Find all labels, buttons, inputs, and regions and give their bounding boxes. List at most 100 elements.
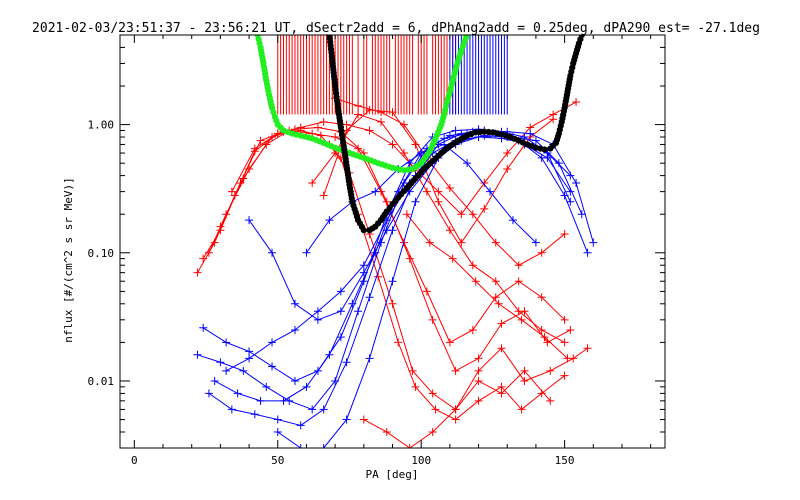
blue-plus-point bbox=[319, 444, 328, 448]
blue-plus-point bbox=[325, 216, 334, 225]
blue-plus-point bbox=[273, 415, 282, 424]
red-plus-point bbox=[451, 366, 460, 375]
red-plus-point bbox=[434, 187, 443, 196]
red-plus-point bbox=[399, 149, 408, 158]
red-plus-point bbox=[319, 117, 328, 126]
blue-plus-point bbox=[308, 405, 317, 414]
blue-plus-point bbox=[313, 307, 322, 316]
blue-plus-point bbox=[233, 389, 242, 398]
blue-plus-point bbox=[348, 299, 357, 308]
blue-plus-point bbox=[302, 382, 311, 391]
blue-plus-point bbox=[531, 238, 540, 247]
blue-plus-point bbox=[268, 362, 277, 371]
black-fit-dot bbox=[541, 146, 548, 153]
red-plus-point bbox=[451, 415, 460, 424]
red-plus-point bbox=[520, 366, 529, 375]
x-tick-label: 50 bbox=[271, 454, 284, 467]
red-plus-point bbox=[377, 108, 386, 117]
blue-plus-point bbox=[359, 268, 368, 277]
blue-plus-point bbox=[296, 421, 305, 430]
blue-plus-point bbox=[245, 347, 254, 356]
blue-plus-point bbox=[583, 248, 592, 257]
red-plus-point bbox=[411, 382, 420, 391]
red-plus-point bbox=[457, 238, 466, 247]
red-plus-point bbox=[546, 366, 555, 375]
red-plus-point bbox=[331, 133, 340, 142]
red-plus-point bbox=[250, 144, 259, 153]
red-plus-point bbox=[457, 210, 466, 219]
red-plus-point bbox=[497, 319, 506, 328]
red-plus-point bbox=[451, 405, 460, 414]
blue-plus-point bbox=[342, 415, 351, 424]
red-plus-point bbox=[560, 371, 569, 380]
red-plus-point bbox=[480, 179, 489, 188]
red-plus-point bbox=[480, 204, 489, 213]
red-series-line bbox=[197, 129, 565, 421]
blue-series-line bbox=[208, 129, 594, 426]
red-plus-point bbox=[514, 277, 523, 286]
red-plus-point bbox=[583, 344, 592, 353]
blue-plus-point bbox=[566, 197, 575, 206]
blue-plus-point bbox=[290, 376, 299, 385]
red-plus-point bbox=[474, 354, 483, 363]
blue-plus-point bbox=[210, 376, 219, 385]
red-plus-point bbox=[377, 117, 386, 126]
red-plus-point bbox=[497, 389, 506, 398]
red-plus-point bbox=[474, 396, 483, 405]
red-plus-point bbox=[374, 272, 383, 281]
blue-plus-point bbox=[371, 187, 380, 196]
blue-plus-point bbox=[451, 126, 460, 135]
blue-plus-point bbox=[572, 179, 581, 188]
blue-plus-point bbox=[382, 226, 391, 235]
x-tick-label: 100 bbox=[411, 454, 431, 467]
red-series-line bbox=[219, 129, 565, 344]
y-tick-label: 1.00 bbox=[88, 119, 115, 132]
black-fit-dot bbox=[360, 227, 367, 234]
red-plus-point bbox=[308, 179, 317, 188]
red-plus-point bbox=[394, 338, 403, 347]
red-series-line bbox=[406, 213, 568, 359]
red-plus-point bbox=[572, 98, 581, 107]
red-plus-point bbox=[204, 248, 213, 257]
red-plus-point bbox=[434, 197, 443, 206]
red-plus-point bbox=[491, 277, 500, 286]
blue-plus-point bbox=[417, 149, 426, 158]
x-tick-label: 150 bbox=[555, 454, 575, 467]
red-plus-point bbox=[503, 165, 512, 174]
red-plus-point bbox=[193, 268, 202, 277]
red-plus-point bbox=[537, 293, 546, 302]
red-plus-point bbox=[408, 366, 417, 375]
red-plus-point bbox=[382, 427, 391, 436]
red-plus-point bbox=[537, 325, 546, 334]
red-plus-point bbox=[239, 174, 248, 183]
red-plus-point bbox=[422, 187, 431, 196]
red-plus-point bbox=[319, 191, 328, 200]
red-plus-point bbox=[497, 344, 506, 353]
blue-plus-point bbox=[336, 287, 345, 296]
blue-plus-point bbox=[554, 159, 563, 168]
blue-plus-point bbox=[216, 358, 225, 367]
blue-plus-point bbox=[411, 197, 420, 206]
blue-plus-point bbox=[388, 277, 397, 286]
blue-plus-point bbox=[273, 427, 282, 436]
red-plus-point bbox=[471, 277, 480, 286]
red-plus-point bbox=[365, 126, 374, 135]
blue-plus-point bbox=[313, 315, 322, 324]
red-plus-point bbox=[428, 389, 437, 398]
red-plus-point bbox=[549, 115, 558, 124]
red-plus-point bbox=[540, 333, 549, 342]
blue-series-line bbox=[214, 133, 583, 402]
red-plus-point bbox=[520, 376, 529, 385]
red-plus-point bbox=[491, 293, 500, 302]
blue-plus-point bbox=[577, 210, 586, 219]
blue-plus-point bbox=[222, 366, 231, 375]
red-plus-point bbox=[517, 315, 526, 324]
red-plus-point bbox=[514, 307, 523, 316]
blue-plus-point bbox=[222, 338, 231, 347]
blue-plus-point bbox=[365, 293, 374, 302]
blue-plus-point bbox=[204, 389, 213, 398]
blue-plus-point bbox=[290, 299, 299, 308]
blue-plus-point bbox=[199, 323, 208, 332]
red-plus-point bbox=[354, 101, 363, 110]
